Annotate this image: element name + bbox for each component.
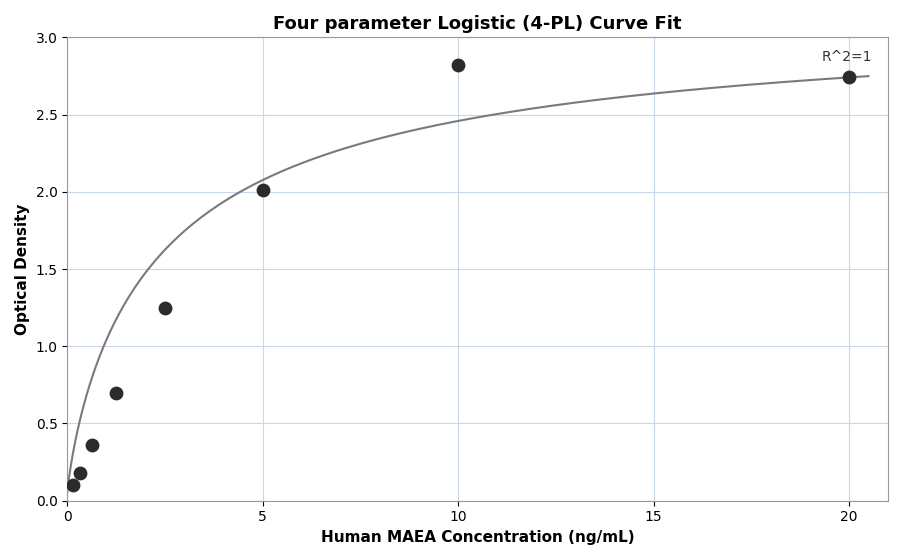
Y-axis label: Optical Density: Optical Density [15, 203, 30, 335]
Point [841, 73, 855, 82]
Point [255, 186, 270, 195]
Title: Four parameter Logistic (4-PL) Curve Fit: Four parameter Logistic (4-PL) Curve Fit [273, 15, 681, 33]
X-axis label: Human MAEA Concentration (ng/mL): Human MAEA Concentration (ng/mL) [320, 530, 634, 545]
Point [109, 388, 124, 397]
Text: R^2=1: R^2=1 [821, 50, 871, 64]
Point [72, 468, 87, 477]
Point [158, 303, 172, 312]
Point [85, 441, 99, 450]
Point [450, 60, 465, 69]
Point [66, 481, 80, 490]
